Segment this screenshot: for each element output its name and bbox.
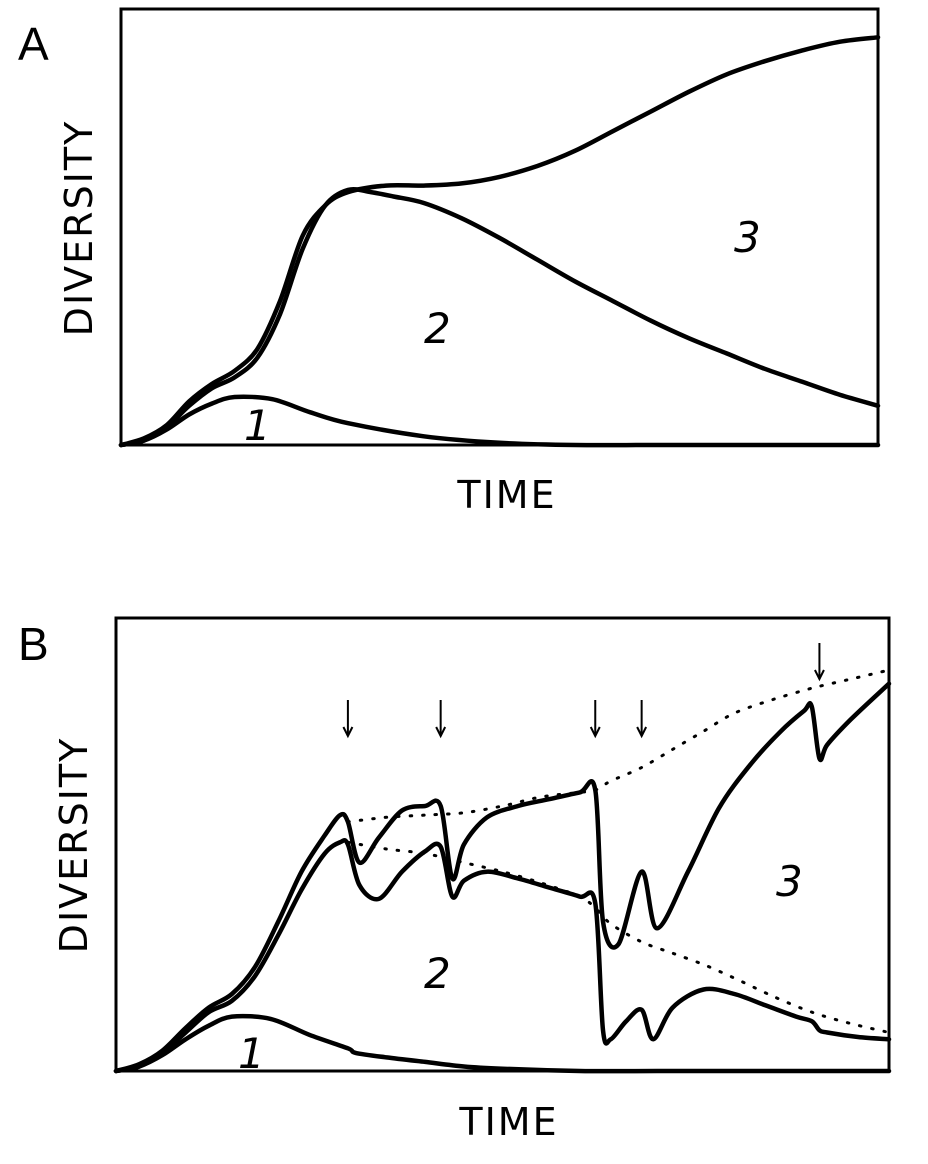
panel-a-series-line-2 — [118, 186, 881, 448]
panel-a-y-axis-label: DIVERSITY — [57, 120, 101, 337]
extinction-arrow-head-5 — [814, 669, 825, 682]
panel-b-y-axis-label: DIVERSITY — [52, 737, 96, 954]
panel-a-region-1-label: 1 — [244, 401, 271, 450]
panel-b-extinction-arrows — [342, 643, 825, 739]
extinction-arrow-head-1 — [342, 726, 354, 739]
extinction-arrow-head-2 — [435, 726, 447, 739]
extinction-arrow-head-4 — [636, 726, 648, 739]
extinction-arrow-head-3 — [589, 726, 601, 739]
panel-a-region-3-label: 3 — [734, 213, 761, 262]
panel-b-region-1-label: 1 — [238, 1029, 265, 1078]
panel-b-dotted-line-2 — [346, 840, 891, 1034]
panel-b-plot-frame — [114, 616, 891, 1073]
panel-b-dotted-line-1 — [346, 668, 891, 824]
panel-b-curves — [113, 681, 892, 1074]
panel-b-dotted-curves — [346, 668, 891, 1034]
panel-b-region-2-label: 2 — [424, 949, 451, 998]
panel-b-series-line-2 — [113, 838, 892, 1074]
panel-b-series-line-3 — [113, 681, 892, 1074]
panel-a-curves — [118, 35, 881, 448]
panel-a-series-line-1 — [118, 394, 881, 448]
panel-b: B 1 2 3 DIVERSITY TIME — [18, 616, 892, 1144]
panel-a-letter: A — [18, 18, 49, 70]
panel-a-x-axis-label: TIME — [456, 473, 556, 517]
panel-b-region-3-label: 3 — [776, 857, 803, 906]
panel-b-series-line-1 — [113, 1013, 892, 1074]
panel-a: A 1 2 3 DIVERSITY TIME — [18, 7, 881, 517]
panel-b-letter: B — [18, 618, 49, 670]
panel-b-x-axis-label: TIME — [458, 1100, 558, 1144]
panel-a-series-line-3 — [118, 35, 881, 448]
panel-a-region-2-label: 2 — [424, 304, 451, 353]
